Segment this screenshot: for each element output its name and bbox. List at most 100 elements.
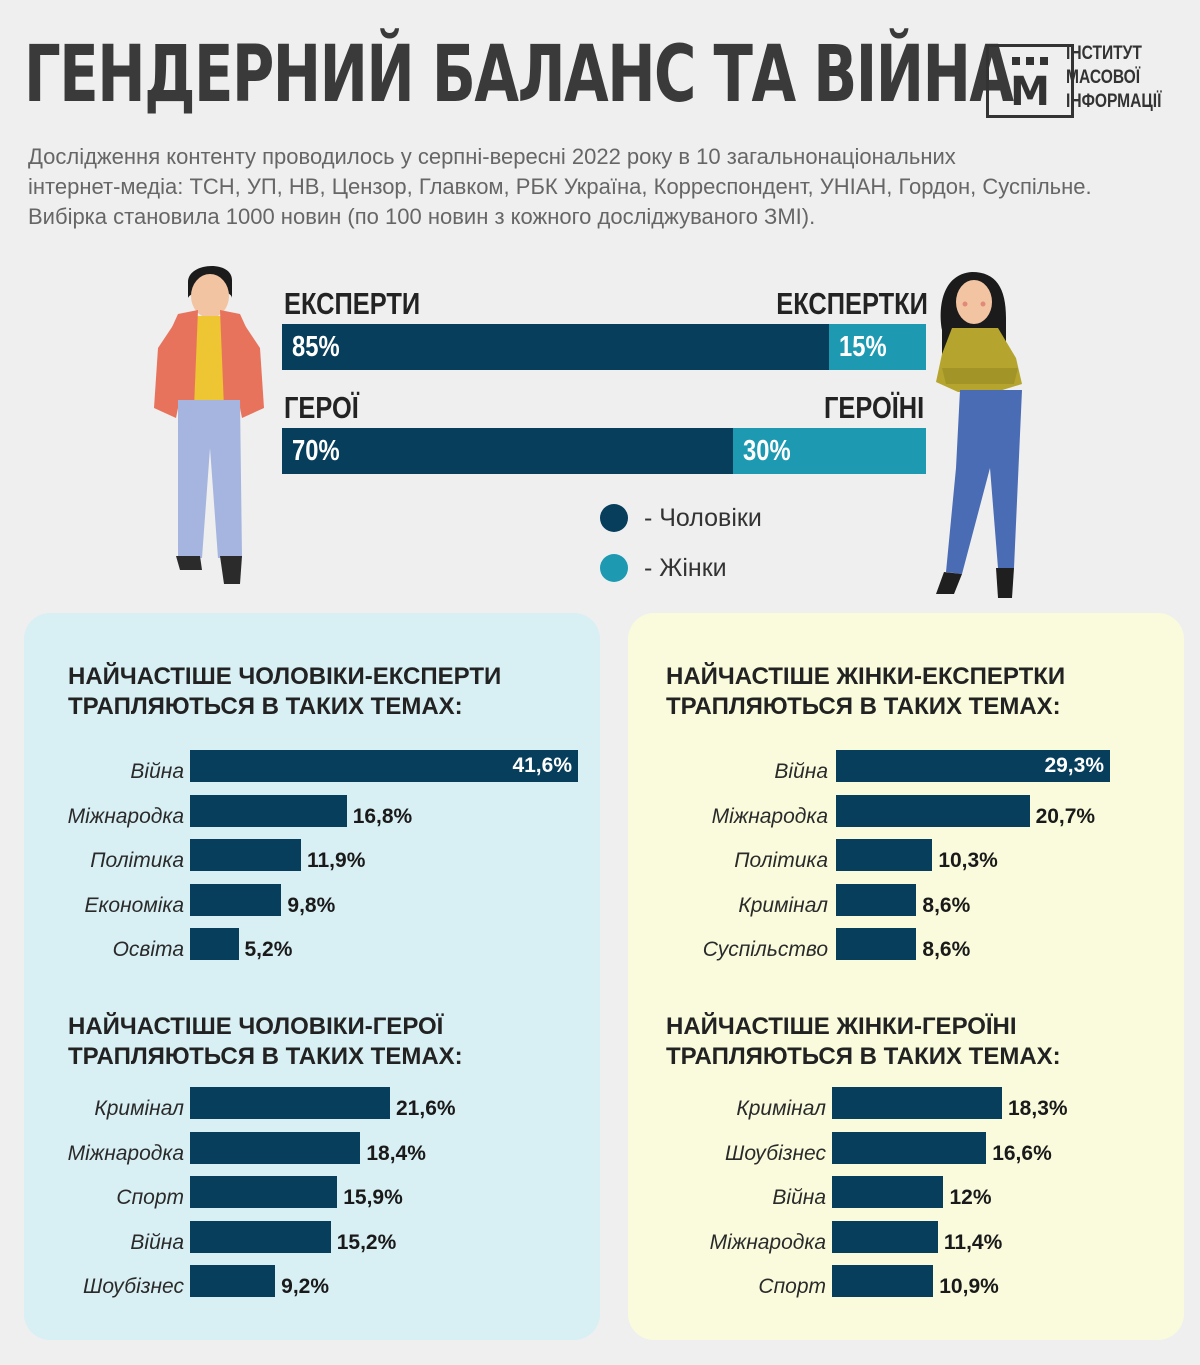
intro-text: Дослідження контенту проводилось у серпн… bbox=[28, 142, 1188, 232]
bar bbox=[190, 883, 282, 916]
legend-men-label: - Чоловіки bbox=[644, 504, 762, 532]
bar bbox=[832, 1131, 987, 1164]
legend-women-label: - Жінки bbox=[644, 554, 727, 582]
chart-title-line: НАЙЧАСТІШЕ ЧОЛОВІКИ-ЕКСПЕРТИ bbox=[68, 663, 502, 690]
data-label: 11,9% bbox=[306, 849, 366, 873]
woman-illustration bbox=[936, 272, 1022, 598]
legend-dot-men bbox=[600, 504, 628, 532]
chart-title-line: НАЙЧАСТІШЕ ЖІНКИ-ЕКСПЕРТКИ bbox=[666, 663, 1066, 690]
bar bbox=[832, 1176, 944, 1209]
category-label: Політика bbox=[734, 849, 828, 873]
category-label: Війна bbox=[130, 1230, 184, 1254]
split-right-label-experts: ЕКСПЕРТКИ bbox=[776, 286, 928, 321]
logo-line: МАСОВОЇ bbox=[1066, 67, 1141, 88]
chart-title-women-heroes: НАЙЧАСТІШЕ ЖІНКИ-ГЕРОЇНІ ТРАПЛЯЮТЬСЯ В Т… bbox=[666, 1012, 1061, 1072]
split-right-label-heroes: ГЕРОЇНІ bbox=[823, 390, 924, 425]
data-label: 29,3% bbox=[1044, 754, 1104, 777]
category-label: Кримінал bbox=[94, 1097, 184, 1120]
category-label: Міжнародка bbox=[711, 804, 828, 828]
category-label: Спорт bbox=[758, 1275, 826, 1299]
man-illustration bbox=[154, 265, 264, 584]
category-label: Міжнародка bbox=[67, 1141, 184, 1165]
bar bbox=[190, 839, 301, 872]
split-seg-men-label: 70% bbox=[292, 435, 340, 467]
chart-title-line: НАЙЧАСТІШЕ ЖІНКИ-ГЕРОЇНІ bbox=[666, 1013, 1017, 1040]
data-label: 10,9% bbox=[939, 1275, 999, 1299]
bar bbox=[832, 1087, 1002, 1119]
category-label: Шоубізнес bbox=[724, 1141, 826, 1165]
bar bbox=[832, 1220, 938, 1253]
split-seg-women: 30% bbox=[732, 428, 926, 474]
data-label: 16,8% bbox=[352, 804, 413, 828]
data-label: 9,2% bbox=[281, 1275, 330, 1299]
split-seg-women: 15% bbox=[829, 324, 926, 370]
split-seg-women-label: 15% bbox=[839, 331, 887, 363]
panel-women bbox=[628, 613, 1184, 1340]
bar bbox=[190, 750, 578, 782]
chart-title-line: ТРАПЛЯЮТЬСЯ В ТАКИХ ТЕМАХ: bbox=[666, 1043, 1061, 1070]
bar bbox=[190, 928, 239, 961]
intro-line: Дослідження контенту проводилось у серпн… bbox=[28, 144, 956, 169]
category-label: Кримінал bbox=[736, 1097, 826, 1120]
split-left-label-heroes: ГЕРОЇ bbox=[284, 390, 359, 425]
bar bbox=[190, 1265, 276, 1298]
bar bbox=[190, 1131, 361, 1164]
split-seg-men: 70% bbox=[282, 428, 733, 474]
category-label: Міжнародка bbox=[67, 804, 184, 828]
bar bbox=[190, 1220, 331, 1253]
logo-letter: М bbox=[1010, 69, 1050, 115]
page-title: ГЕНДЕРНИЙ БАЛАНС ТА ВІЙНА bbox=[24, 30, 1014, 120]
bar bbox=[836, 794, 1030, 827]
split-bar-experts: 85% 15% bbox=[282, 324, 926, 370]
category-label: Освіта bbox=[112, 938, 184, 962]
category-label: Суспільство bbox=[702, 938, 828, 962]
data-label: 18,3% bbox=[1008, 1097, 1068, 1120]
chart-title-men-experts: НАЙЧАСТІШЕ ЧОЛОВІКИ-ЕКСПЕРТИ ТРАПЛЯЮТЬСЯ… bbox=[68, 662, 501, 722]
bar bbox=[832, 1265, 934, 1298]
category-label: Міжнародка bbox=[709, 1230, 826, 1254]
bar bbox=[190, 1176, 338, 1209]
chart-title-line: ТРАПЛЯЮТЬСЯ В ТАКИХ ТЕМАХ: bbox=[666, 693, 1061, 720]
panel-men bbox=[24, 613, 600, 1340]
data-label: 15,2% bbox=[336, 1230, 397, 1254]
category-label: Війна bbox=[774, 760, 828, 783]
bar bbox=[190, 794, 347, 827]
category-label: Війна bbox=[772, 1186, 826, 1210]
logo-line: ІНСТИТУТ bbox=[1066, 43, 1142, 64]
split-seg-women-label: 30% bbox=[742, 435, 791, 467]
data-label: 5,2% bbox=[244, 938, 293, 962]
category-label: Економіка bbox=[84, 893, 185, 917]
imi-logo: М bbox=[986, 44, 1074, 118]
bar bbox=[836, 883, 917, 916]
bar bbox=[836, 928, 917, 961]
category-label: Шоубізнес bbox=[82, 1275, 184, 1299]
data-label: 9,8% bbox=[287, 893, 336, 917]
data-label: 18,4% bbox=[366, 1141, 426, 1165]
logo-line: ІНФОРМАЦІЇ bbox=[1066, 91, 1162, 112]
category-label: Політика bbox=[90, 849, 184, 873]
chart-title-women-experts: НАЙЧАСТІШЕ ЖІНКИ-ЕКСПЕРТКИ ТРАПЛЯЮТЬСЯ В… bbox=[666, 662, 1065, 722]
logo-mark-icon: М bbox=[1010, 57, 1050, 115]
data-label: 20,7% bbox=[1035, 804, 1096, 828]
intro-line: інтернет-медіа: ТСН, УП, НВ, Цензор, Гла… bbox=[28, 174, 1092, 199]
category-label: Спорт bbox=[116, 1186, 184, 1210]
split-seg-men-label: 85% bbox=[292, 331, 340, 363]
data-label: 10,3% bbox=[938, 849, 998, 873]
data-label: 8,6% bbox=[922, 893, 971, 917]
bar bbox=[190, 1087, 390, 1119]
category-label: Кримінал bbox=[738, 893, 828, 917]
data-label: 21,6% bbox=[396, 1097, 456, 1120]
chart-title-line: ТРАПЛЯЮТЬСЯ В ТАКИХ ТЕМАХ: bbox=[68, 693, 463, 720]
chart-title-line: НАЙЧАСТІШЕ ЧОЛОВІКИ-ГЕРОЇ bbox=[68, 1013, 444, 1040]
data-label: 16,6% bbox=[992, 1141, 1052, 1165]
logo-text: ІНСТИТУТ МАСОВОЇ ІНФОРМАЦІЇ bbox=[1066, 42, 1161, 114]
split-seg-men: 85% bbox=[282, 324, 830, 370]
bar bbox=[836, 750, 1110, 782]
data-label: 12% bbox=[949, 1186, 992, 1210]
chart-title-line: ТРАПЛЯЮТЬСЯ В ТАКИХ ТЕМАХ: bbox=[68, 1043, 463, 1070]
data-label: 15,9% bbox=[343, 1186, 403, 1210]
category-label: Війна bbox=[130, 760, 184, 783]
split-bar-heroes: 70% 30% bbox=[282, 428, 926, 474]
bar bbox=[836, 839, 933, 872]
